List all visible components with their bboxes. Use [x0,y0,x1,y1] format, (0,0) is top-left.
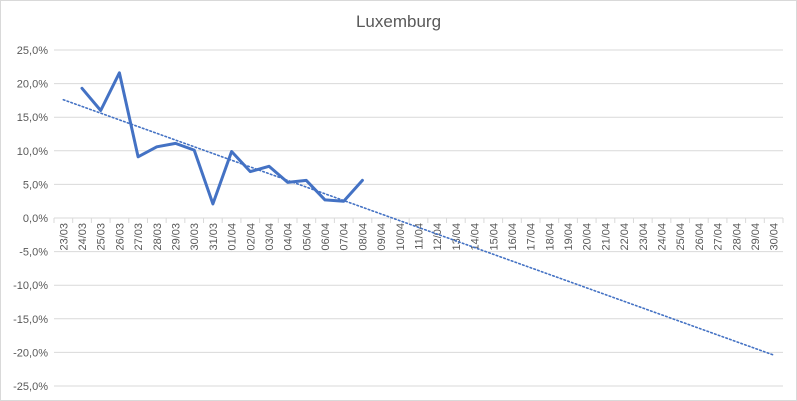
x-tick-label: 28/04 [731,223,743,251]
x-tick-label: 24/03 [77,223,89,251]
y-tick-label: 5,0% [23,179,48,191]
x-tick-label: 24/04 [657,223,669,251]
chart-title: Luxemburg [355,12,442,31]
x-tick-label: 30/04 [769,223,781,251]
x-tick-label: 26/04 [694,223,706,251]
x-tick-label: 30/03 [189,223,201,251]
x-tick-label: 16/04 [507,223,519,251]
x-tick-label: 14/04 [470,223,482,251]
x-tick-label: 09/04 [376,223,388,251]
x-tick-label: 06/04 [320,223,332,251]
series-lines [62,71,775,356]
x-axis-labels: 23/03 24/03 25/03 26/03 27/03 28/03 29/03 30/03… [58,223,780,251]
x-axis-ticks [53,218,784,223]
y-tick-label: -20,0% [13,347,48,359]
x-tick-label: 20/04 [582,223,594,251]
x-tick-label: 22/04 [619,223,631,251]
x-tick-label: 07/04 [339,223,351,251]
x-tick-label: 27/04 [713,223,725,251]
x-tick-label: 12/04 [432,223,444,251]
x-tick-label: 03/04 [264,223,276,251]
y-tick-label: 20,0% [17,79,48,91]
y-tick-label: 0,0% [23,213,48,225]
x-tick-label: 26/03 [114,223,126,251]
x-tick-label: 15/04 [488,223,500,251]
x-tick-label: 25/03 [96,223,108,251]
trendline [62,98,775,356]
y-tick-label: 10,0% [17,146,48,158]
y-tick-label: -25,0% [13,381,48,393]
y-tick-label: 15,0% [17,112,48,124]
x-tick-label: 29/03 [171,223,183,251]
x-tick-label: 31/03 [208,223,220,251]
x-tick-label: 21/04 [600,223,612,251]
x-tick-label: 23/03 [58,223,70,251]
x-tick-label: 10/04 [395,223,407,251]
x-tick-label: 02/04 [245,223,257,251]
x-tick-label: 01/04 [227,223,239,251]
x-tick-label: 18/04 [544,223,556,251]
x-tick-label: 28/03 [152,223,164,251]
x-tick-label: 04/04 [283,223,295,251]
gridlines [54,49,783,387]
x-tick-label: 25/04 [675,223,687,251]
y-axis-labels: 25,0% 20,0% 15,0% 10,0% 5,0% 0,0% -5,0% -10,0% -… [13,45,48,393]
x-tick-label: 19/04 [563,223,575,251]
y-tick-label: -10,0% [13,280,48,292]
x-tick-label: 27/03 [133,223,145,251]
x-tick-label: 11/04 [414,223,426,250]
x-tick-label: 23/04 [638,223,650,251]
y-tick-label: -15,0% [13,314,48,326]
x-tick-label: 08/04 [357,223,369,251]
x-tick-label: 29/04 [750,223,762,251]
x-tick-label: 17/04 [526,223,538,251]
x-tick-label: 13/04 [451,223,463,251]
x-tick-label: 05/04 [301,223,313,251]
y-tick-label: -5,0% [19,247,48,259]
y-tick-label: 25,0% [17,45,48,57]
